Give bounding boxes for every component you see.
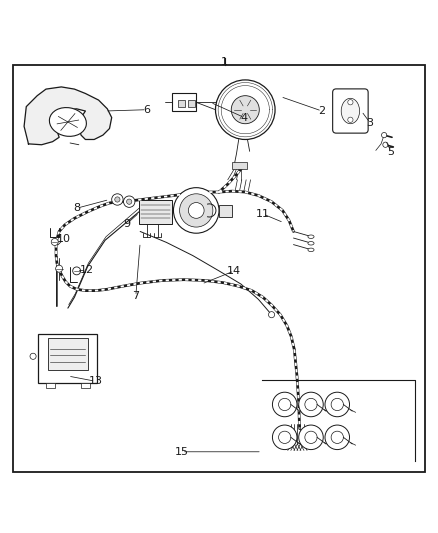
Circle shape xyxy=(325,425,350,449)
Bar xyxy=(46,383,55,388)
Circle shape xyxy=(272,425,297,449)
Circle shape xyxy=(173,188,219,233)
Circle shape xyxy=(272,392,297,417)
Text: 5: 5 xyxy=(388,147,395,157)
Circle shape xyxy=(51,238,58,246)
Circle shape xyxy=(348,100,353,105)
Ellipse shape xyxy=(308,235,314,238)
Text: 3: 3 xyxy=(367,118,374,128)
Circle shape xyxy=(383,142,388,147)
Bar xyxy=(232,162,247,169)
Text: 8: 8 xyxy=(73,203,80,213)
Polygon shape xyxy=(24,87,112,145)
Circle shape xyxy=(215,80,275,140)
Text: 1: 1 xyxy=(221,56,228,67)
Circle shape xyxy=(325,392,350,417)
Circle shape xyxy=(124,196,135,207)
Bar xyxy=(219,205,232,217)
Circle shape xyxy=(299,392,323,417)
Circle shape xyxy=(268,312,275,318)
Text: 11: 11 xyxy=(256,209,270,219)
Ellipse shape xyxy=(308,241,314,245)
Text: 9: 9 xyxy=(124,219,131,229)
Circle shape xyxy=(381,133,387,138)
Circle shape xyxy=(56,265,63,272)
Circle shape xyxy=(115,197,120,202)
Text: 4: 4 xyxy=(241,112,248,123)
Text: 15: 15 xyxy=(175,447,189,457)
Text: 10: 10 xyxy=(57,235,71,244)
Bar xyxy=(38,334,97,383)
Ellipse shape xyxy=(49,108,86,136)
Circle shape xyxy=(305,431,317,443)
Ellipse shape xyxy=(341,98,360,124)
Circle shape xyxy=(231,96,259,124)
Bar xyxy=(81,383,90,388)
Bar xyxy=(178,100,185,107)
Circle shape xyxy=(348,117,353,123)
Text: 12: 12 xyxy=(80,265,94,275)
Circle shape xyxy=(305,398,317,410)
Text: 7: 7 xyxy=(132,291,139,301)
Bar xyxy=(139,200,172,224)
Bar xyxy=(188,100,195,107)
Bar xyxy=(172,93,196,111)
Text: 13: 13 xyxy=(88,376,102,386)
Circle shape xyxy=(299,425,323,449)
Text: 6: 6 xyxy=(143,104,150,115)
Text: 2: 2 xyxy=(318,106,325,116)
Circle shape xyxy=(180,194,213,227)
Circle shape xyxy=(279,398,291,410)
Circle shape xyxy=(279,431,291,443)
Circle shape xyxy=(188,203,204,219)
Circle shape xyxy=(331,398,343,410)
Circle shape xyxy=(30,353,36,359)
FancyBboxPatch shape xyxy=(333,89,368,133)
Circle shape xyxy=(127,199,132,204)
Circle shape xyxy=(331,431,343,443)
Bar xyxy=(48,338,88,370)
Ellipse shape xyxy=(308,248,314,252)
Text: 14: 14 xyxy=(227,266,241,276)
Circle shape xyxy=(73,267,81,275)
Circle shape xyxy=(112,194,123,205)
